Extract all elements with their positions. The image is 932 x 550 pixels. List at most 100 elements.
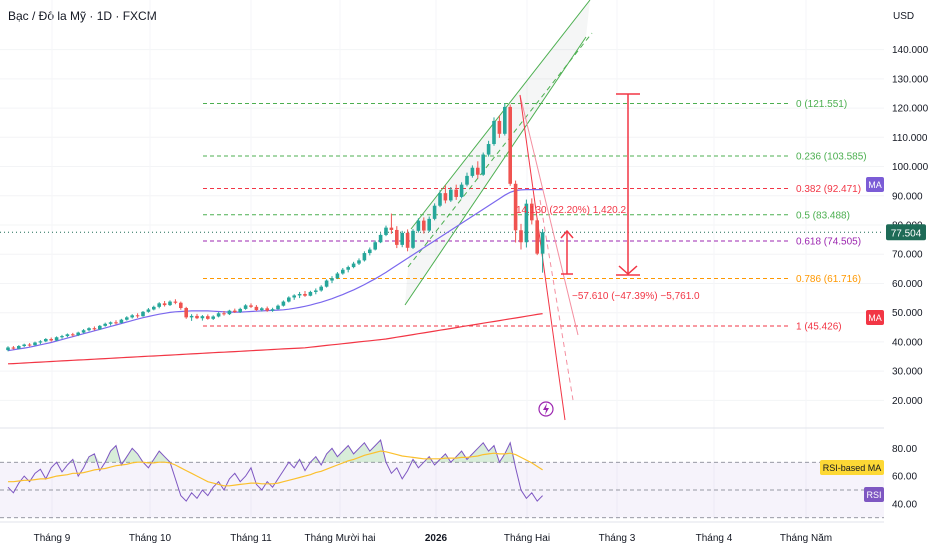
last-price-badge: 77.504 xyxy=(891,228,922,239)
candle-body xyxy=(276,305,280,310)
time-tick-label: Tháng 4 xyxy=(696,533,733,544)
fib-level-label: 0.236 (103.585) xyxy=(796,152,867,163)
price-tick-label: 110.000 xyxy=(892,133,928,144)
candle-body xyxy=(335,273,340,279)
candle-body xyxy=(357,260,361,264)
candle-body xyxy=(184,308,188,318)
candle-body xyxy=(33,342,37,346)
candle-body xyxy=(179,302,183,309)
candle-body xyxy=(389,227,394,230)
candle-body xyxy=(152,306,156,310)
candle-body xyxy=(432,205,437,219)
candle-body xyxy=(71,334,75,336)
ma-fast-badge: MA xyxy=(868,180,882,190)
candle-body xyxy=(108,322,113,324)
up-measure-arrow xyxy=(560,229,574,239)
candles-layer xyxy=(6,103,545,352)
candle-body xyxy=(98,325,102,330)
candle-body xyxy=(211,316,215,319)
rsi-ma-badge: RSI-based MA xyxy=(823,463,882,473)
price-tick-label: 90.000 xyxy=(892,191,923,202)
descend-line-a xyxy=(519,94,579,336)
candle-body xyxy=(281,301,286,306)
price-tick-label: 140.000 xyxy=(892,45,929,56)
candle-body xyxy=(168,301,172,306)
candle-body xyxy=(287,297,291,302)
candle-body xyxy=(238,308,242,313)
candle-body xyxy=(17,346,21,349)
fibonacci-layer: 0 (121.551) 0.236 (103.585) 0.382 (92.471)… xyxy=(0,99,884,333)
rsi-ma-badge-bg xyxy=(820,460,884,475)
candle-body xyxy=(395,229,399,245)
price-tick-label: 40.000 xyxy=(892,337,923,348)
candle-body xyxy=(459,184,464,197)
candle-body xyxy=(270,309,275,311)
candle-body xyxy=(465,175,469,185)
candle-body xyxy=(227,310,232,315)
candle-body xyxy=(449,189,453,201)
candle-body xyxy=(92,328,97,330)
candle-body xyxy=(422,220,426,231)
candle-body xyxy=(44,339,48,342)
candle-body xyxy=(411,230,415,248)
rsi-badge-bg xyxy=(864,487,884,502)
candle-body xyxy=(162,303,167,306)
fib-level-label: 0.382 (92.471) xyxy=(796,184,861,195)
ma-slow-line xyxy=(7,313,543,365)
candle-body xyxy=(362,253,367,261)
down-measure-arrow xyxy=(618,265,638,276)
chart-title: Bạc / Đô la Mỹ · 1D · FXCM xyxy=(8,9,157,23)
time-tick-label: Tháng Mười hai xyxy=(304,533,375,544)
rsi-tick-label: 40.00 xyxy=(892,499,917,510)
candle-body xyxy=(54,337,59,341)
candle-body xyxy=(130,315,134,318)
descend-line-mid xyxy=(539,199,574,401)
candle-body xyxy=(292,295,296,298)
candle-body xyxy=(481,154,485,175)
down-measure-label: −57.610 (−47.39%) −5,761.0 xyxy=(572,291,700,302)
candle-body xyxy=(319,286,323,291)
up-measure-label: 14.130 (22.20%) 1,420.2 xyxy=(516,205,627,216)
candle-body xyxy=(308,291,313,296)
candle-body xyxy=(303,293,307,296)
time-tick-label: Tháng 9 xyxy=(34,533,71,544)
candle-body xyxy=(146,309,151,312)
candle-body xyxy=(416,220,421,231)
candle-body xyxy=(400,232,404,245)
candle-body xyxy=(249,305,253,307)
rsi-ma-line xyxy=(8,450,543,487)
ma-slow-badge-bg xyxy=(866,310,884,325)
candle-body xyxy=(243,305,248,309)
channel-lower-line xyxy=(404,36,587,306)
candle-body xyxy=(254,306,259,311)
candle-body xyxy=(476,167,480,175)
candle-body xyxy=(195,315,199,319)
rsi-tick-label: 60.00 xyxy=(892,472,917,483)
candle-body xyxy=(157,303,161,307)
ma-fast-line xyxy=(7,189,543,352)
price-tick-label: 30.000 xyxy=(892,367,923,378)
fib-level-label: 0.5 (83.488) xyxy=(796,210,850,221)
candle-body xyxy=(535,220,539,254)
candle-body xyxy=(222,313,226,315)
candle-body xyxy=(470,167,475,176)
candle-body xyxy=(27,344,32,346)
candle-body xyxy=(260,308,264,311)
ma-fast-badge-bg xyxy=(866,177,884,192)
candle-body xyxy=(378,234,383,243)
candle-body xyxy=(297,293,302,296)
candle-body xyxy=(330,278,334,281)
candle-body xyxy=(508,106,512,184)
price-tick-label: 100.000 xyxy=(892,162,929,173)
rsi-overbought-fill xyxy=(8,440,543,463)
fib-level-label: 0.786 (61.716) xyxy=(796,274,861,285)
candle-body xyxy=(103,323,107,326)
candle-body xyxy=(384,227,388,235)
candle-body xyxy=(503,106,507,134)
candle-body xyxy=(530,203,534,221)
candle-body xyxy=(351,263,356,268)
time-tick-label: Tháng Hai xyxy=(504,533,550,544)
time-tick-label: Tháng 11 xyxy=(230,533,272,544)
candle-body xyxy=(519,230,523,243)
